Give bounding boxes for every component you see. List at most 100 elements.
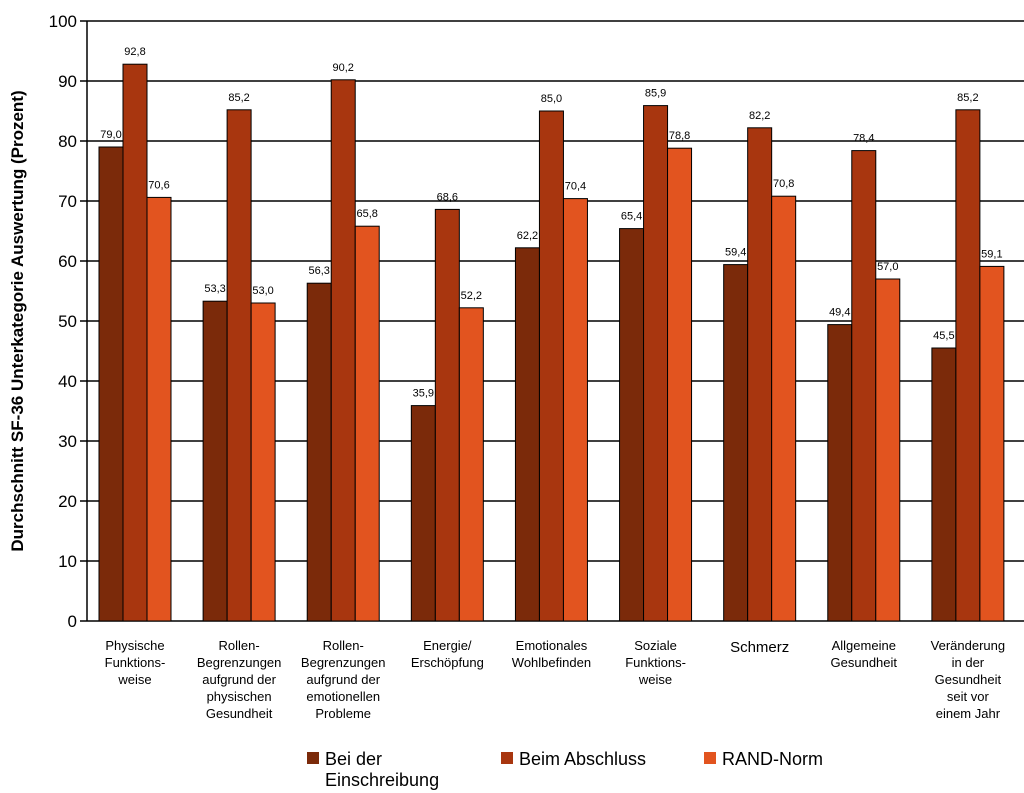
bar-5-series-3 [562, 198, 588, 622]
data-label: 35,9 [413, 388, 434, 400]
x-category-label: Emotionales Wohlbefinden [512, 638, 591, 670]
y-tick-label: 60 [58, 252, 77, 271]
x-category-label-line: einem Jahr [936, 706, 1001, 721]
x-category-label-line: Funktions- [625, 655, 686, 670]
data-label: 65,4 [621, 211, 642, 223]
data-label: 70,6 [148, 179, 169, 191]
legend-label-line: Beim Abschluss [519, 749, 646, 769]
x-category-label-line: Gesundheit [831, 655, 898, 670]
x-category-label-line: Soziale [634, 638, 677, 653]
data-label: 65,8 [357, 208, 378, 220]
x-category-label-line: Probleme [315, 706, 371, 721]
data-label: 82,2 [749, 110, 770, 122]
y-tick-label: 40 [58, 372, 77, 391]
x-category-label-line: Emotionales [516, 638, 588, 653]
bar-2-series-2 [226, 109, 252, 622]
bar-9-series-2 [955, 109, 981, 622]
data-label: 79,0 [100, 129, 121, 141]
bar-6-series-3 [667, 147, 693, 622]
x-category-label-line: Physische [105, 638, 164, 653]
x-category-label-line: weise [117, 672, 151, 687]
x-category-label-line: physischen [207, 689, 272, 704]
bar-3-series-1 [306, 282, 332, 622]
x-category-label: Rollen- Begrenzungen aufgrund der physische… [197, 638, 282, 721]
x-category-label-line: aufgrund der [306, 672, 380, 687]
bar-1-series-2 [122, 63, 148, 622]
data-label: 53,0 [252, 285, 273, 297]
x-category-label-line: Gesundheit [206, 706, 273, 721]
legend-label-line: Einschreibung [325, 770, 439, 790]
x-category-label-line: Veränderung [931, 638, 1005, 653]
bar-2-series-3 [250, 302, 276, 622]
bar-5-series-2 [538, 110, 564, 622]
x-category-label-line: Rollen- [323, 638, 364, 653]
data-label: 49,4 [829, 307, 850, 319]
bar-2-series-1 [202, 300, 228, 622]
x-category-label-line: Erschöpfung [411, 655, 484, 670]
x-category-label-line: weise [638, 672, 672, 687]
legend-label-2: Beim Abschluss [519, 749, 646, 769]
y-tick-label: 70 [58, 192, 77, 211]
x-category-label-line: Funktions- [105, 655, 166, 670]
y-tick-label: 20 [58, 492, 77, 511]
y-tick-label: 90 [58, 72, 77, 91]
x-category-label-line: seit vor [947, 689, 990, 704]
legend-label-line: Bei der [325, 749, 382, 769]
data-label: 45,5 [933, 330, 954, 342]
data-label: 78,8 [669, 130, 690, 142]
legend-swatch-3 [704, 752, 716, 764]
bar-5-series-1 [514, 247, 540, 622]
data-label: 68,6 [437, 191, 458, 203]
x-category-label-line: Wohlbefinden [512, 655, 591, 670]
x-category-label-line: aufgrund der [202, 672, 276, 687]
data-label: 52,2 [461, 290, 482, 302]
legend-label-line: RAND-Norm [722, 749, 823, 769]
data-label: 56,3 [309, 265, 330, 277]
y-tick-label: 80 [58, 132, 77, 151]
x-category-label-line: Begrenzungen [301, 655, 386, 670]
data-label: 59,1 [981, 248, 1002, 260]
bar-1-series-1 [98, 146, 124, 622]
bar-7-series-2 [747, 127, 773, 622]
legend-label-1: Bei der Einschreibung [325, 749, 439, 790]
data-label: 62,2 [517, 230, 538, 242]
bar-9-series-1 [931, 347, 957, 622]
x-category-label: Schmerz [730, 639, 789, 656]
data-label: 59,4 [725, 247, 746, 259]
bar-4-series-3 [458, 307, 484, 622]
data-label: 85,2 [228, 92, 249, 104]
data-label: 57,0 [877, 261, 898, 273]
y-tick-label: 30 [58, 432, 77, 451]
bar-7-series-1 [723, 264, 749, 622]
x-category-label: Physische Funktions-weise [105, 638, 166, 687]
x-category-label-line: Allgemeine [832, 638, 896, 653]
data-label: 92,8 [124, 46, 145, 58]
bar-1-series-3 [146, 196, 172, 622]
bar-6-series-2 [643, 105, 669, 622]
bar-8-series-1 [827, 324, 853, 622]
x-category-label-line: Energie/ [423, 638, 472, 653]
bar-4-series-1 [410, 405, 436, 622]
legend-swatch-2 [501, 752, 513, 764]
bar-3-series-2 [330, 79, 356, 622]
data-label: 78,4 [853, 133, 874, 145]
bar-8-series-3 [875, 278, 901, 622]
y-tick-label: 50 [58, 312, 77, 331]
x-category-label-line: Rollen- [219, 638, 260, 653]
x-category-label: Veränderung in der Gesundheit seit vor einem… [931, 638, 1005, 721]
y-axis-title: Durchschnitt SF-36 Unterkategorie Auswer… [8, 90, 27, 551]
data-label: 70,4 [565, 181, 586, 193]
x-category-label: Allgemeine Gesundheit [831, 638, 898, 670]
data-label: 70,8 [773, 178, 794, 190]
bar-8-series-2 [851, 150, 877, 622]
bar-9-series-3 [979, 265, 1005, 622]
legend-swatch-1 [307, 752, 319, 764]
bar-3-series-3 [354, 225, 380, 622]
bar-6-series-1 [619, 228, 645, 622]
data-label: 90,2 [333, 62, 354, 74]
x-category-label-line: Begrenzungen [197, 655, 282, 670]
bar-4-series-2 [434, 208, 460, 622]
x-category-label-line: in der [952, 655, 985, 670]
x-category-label: Energie/Erschöpfung [411, 638, 484, 670]
